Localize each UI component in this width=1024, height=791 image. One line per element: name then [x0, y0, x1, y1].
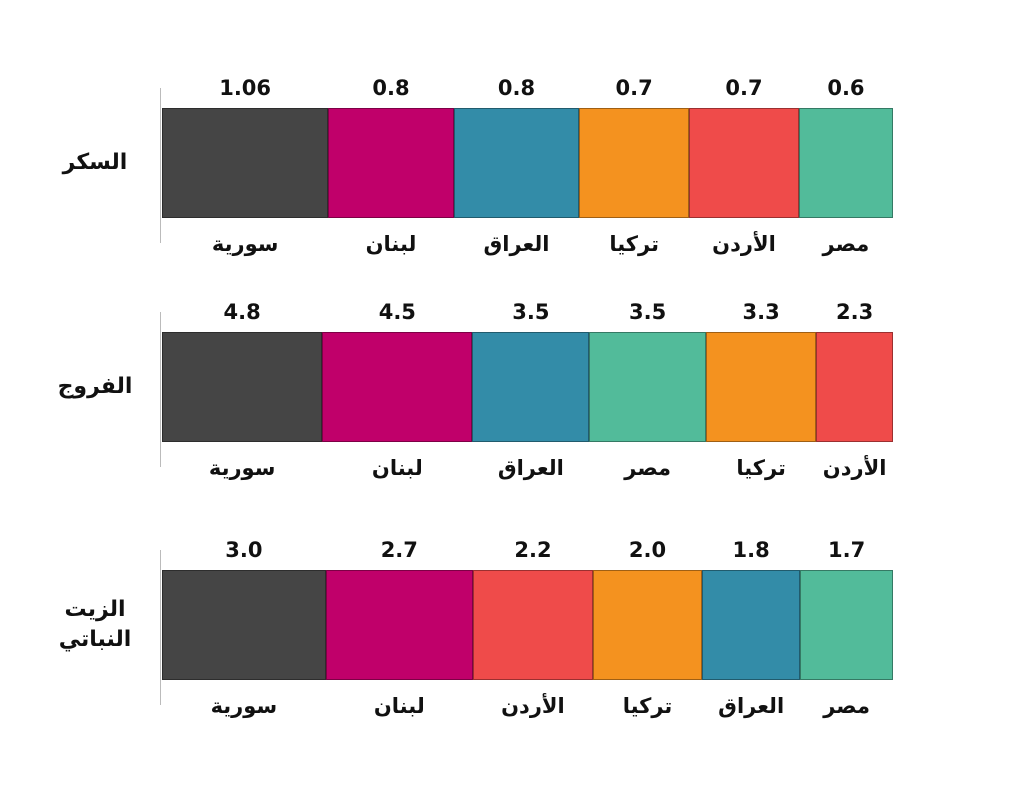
- category-label: تركيا: [609, 232, 659, 256]
- bar-segment: [472, 332, 590, 442]
- bar-segment: [453, 108, 580, 218]
- value-label: 2.7: [380, 538, 418, 562]
- axis-line: [160, 312, 161, 467]
- row-title: السكر: [62, 150, 128, 175]
- bar-segment: [162, 332, 323, 442]
- bar-segment: [702, 570, 801, 680]
- value-label: 2.3: [836, 300, 874, 324]
- value-label: 1.7: [828, 538, 866, 562]
- value-label: 1.06: [219, 76, 272, 100]
- bar-segment: [706, 332, 817, 442]
- value-label: 3.0: [225, 538, 263, 562]
- value-label: 2.2: [514, 538, 552, 562]
- value-label: 0.7: [615, 76, 653, 100]
- value-label: 0.8: [497, 76, 536, 100]
- category-label: الأردن: [712, 232, 776, 256]
- category-label: مصر: [624, 456, 672, 480]
- value-label: 0.8: [372, 76, 410, 100]
- bar-segment: [162, 570, 326, 680]
- category-label: الأردن: [501, 694, 565, 718]
- bar-segment: [325, 570, 473, 680]
- value-label: 3.3: [742, 300, 780, 324]
- bar-segment: [798, 108, 893, 218]
- category-label: لبنان: [371, 456, 423, 480]
- category-label: الأردن: [822, 456, 887, 480]
- category-label: تركيا: [622, 694, 673, 718]
- value-label: 0.7: [725, 76, 763, 100]
- axis-line: [160, 550, 161, 705]
- row-title: الزيت النباتي: [58, 597, 132, 652]
- value-label: 3.5: [629, 300, 667, 324]
- bar-segment: [589, 332, 707, 442]
- bar-segment: [689, 108, 799, 218]
- category-label: العراق: [497, 456, 564, 480]
- bar-segment: [592, 570, 703, 680]
- value-label: 3.5: [512, 300, 550, 324]
- value-label: 2.0: [628, 538, 667, 562]
- category-label: لبنان: [365, 232, 417, 256]
- bar-segment: [816, 332, 893, 442]
- category-label: العراق: [718, 694, 785, 718]
- category-label: مصر: [823, 694, 871, 718]
- category-label: سورية: [208, 456, 276, 480]
- bar-segment: [472, 570, 593, 680]
- category-label: تركيا: [736, 456, 786, 480]
- row-title: الفروج: [57, 374, 133, 399]
- axis-line: [160, 88, 161, 243]
- category-label: سورية: [210, 694, 278, 718]
- value-label: 0.6: [827, 76, 865, 100]
- bar-segment: [800, 570, 893, 680]
- bar-segment: [579, 108, 690, 218]
- value-label: 4.8: [223, 300, 261, 324]
- bar-segment: [328, 108, 454, 218]
- category-label: لبنان: [373, 694, 425, 718]
- bar-segment: [162, 108, 329, 218]
- category-label: مصر: [822, 232, 870, 256]
- value-label: 1.8: [732, 538, 770, 562]
- bar-segment: [322, 332, 473, 442]
- value-label: 4.5: [378, 300, 416, 324]
- category-label: العراق: [483, 232, 550, 256]
- category-label: سورية: [211, 232, 279, 256]
